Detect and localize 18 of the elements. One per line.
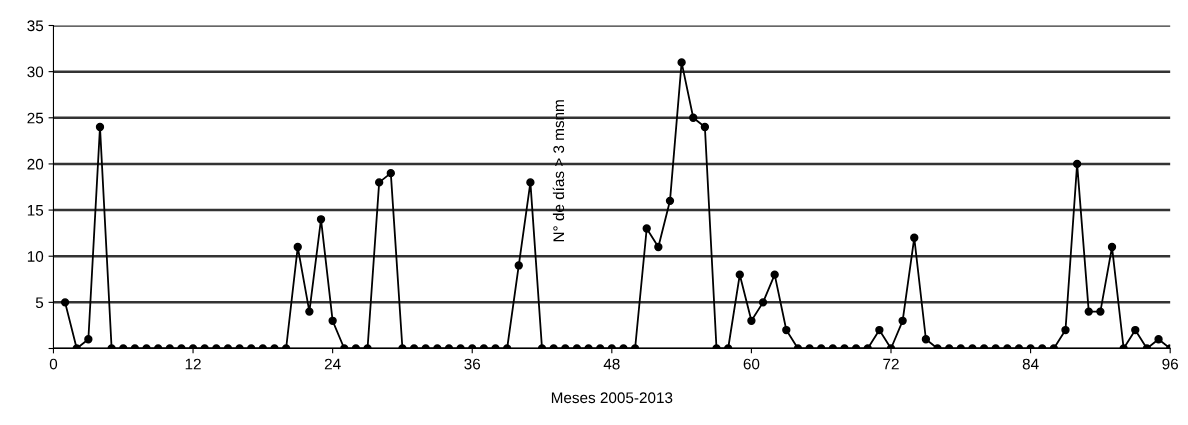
y-tick-label: 5 — [35, 297, 44, 309]
x-tick-label: 36 — [464, 358, 481, 370]
x-tick-label: 0 — [49, 358, 58, 370]
x-tick-label: 48 — [603, 358, 620, 370]
y-tick-label: 10 — [27, 251, 44, 262]
x-tick-label: 60 — [743, 358, 760, 370]
y-tick-label: 20 — [27, 158, 44, 170]
x-axis-title: Meses 2005-2013 — [551, 392, 673, 404]
y-tick-label: 15 — [27, 205, 44, 216]
x-tick-label: 72 — [883, 358, 899, 370]
y-tick-label: 25 — [27, 112, 44, 124]
x-tick-label: 96 — [1162, 358, 1179, 370]
x-tick-label: 24 — [324, 358, 341, 370]
y-axis-title: N° de días > 3 msnm — [552, 100, 565, 242]
y-tick-label: 30 — [27, 66, 44, 78]
y-tick-label: 35 — [27, 20, 44, 32]
x-tick-label: 84 — [1022, 358, 1039, 370]
x-tick-label: 12 — [185, 358, 201, 370]
